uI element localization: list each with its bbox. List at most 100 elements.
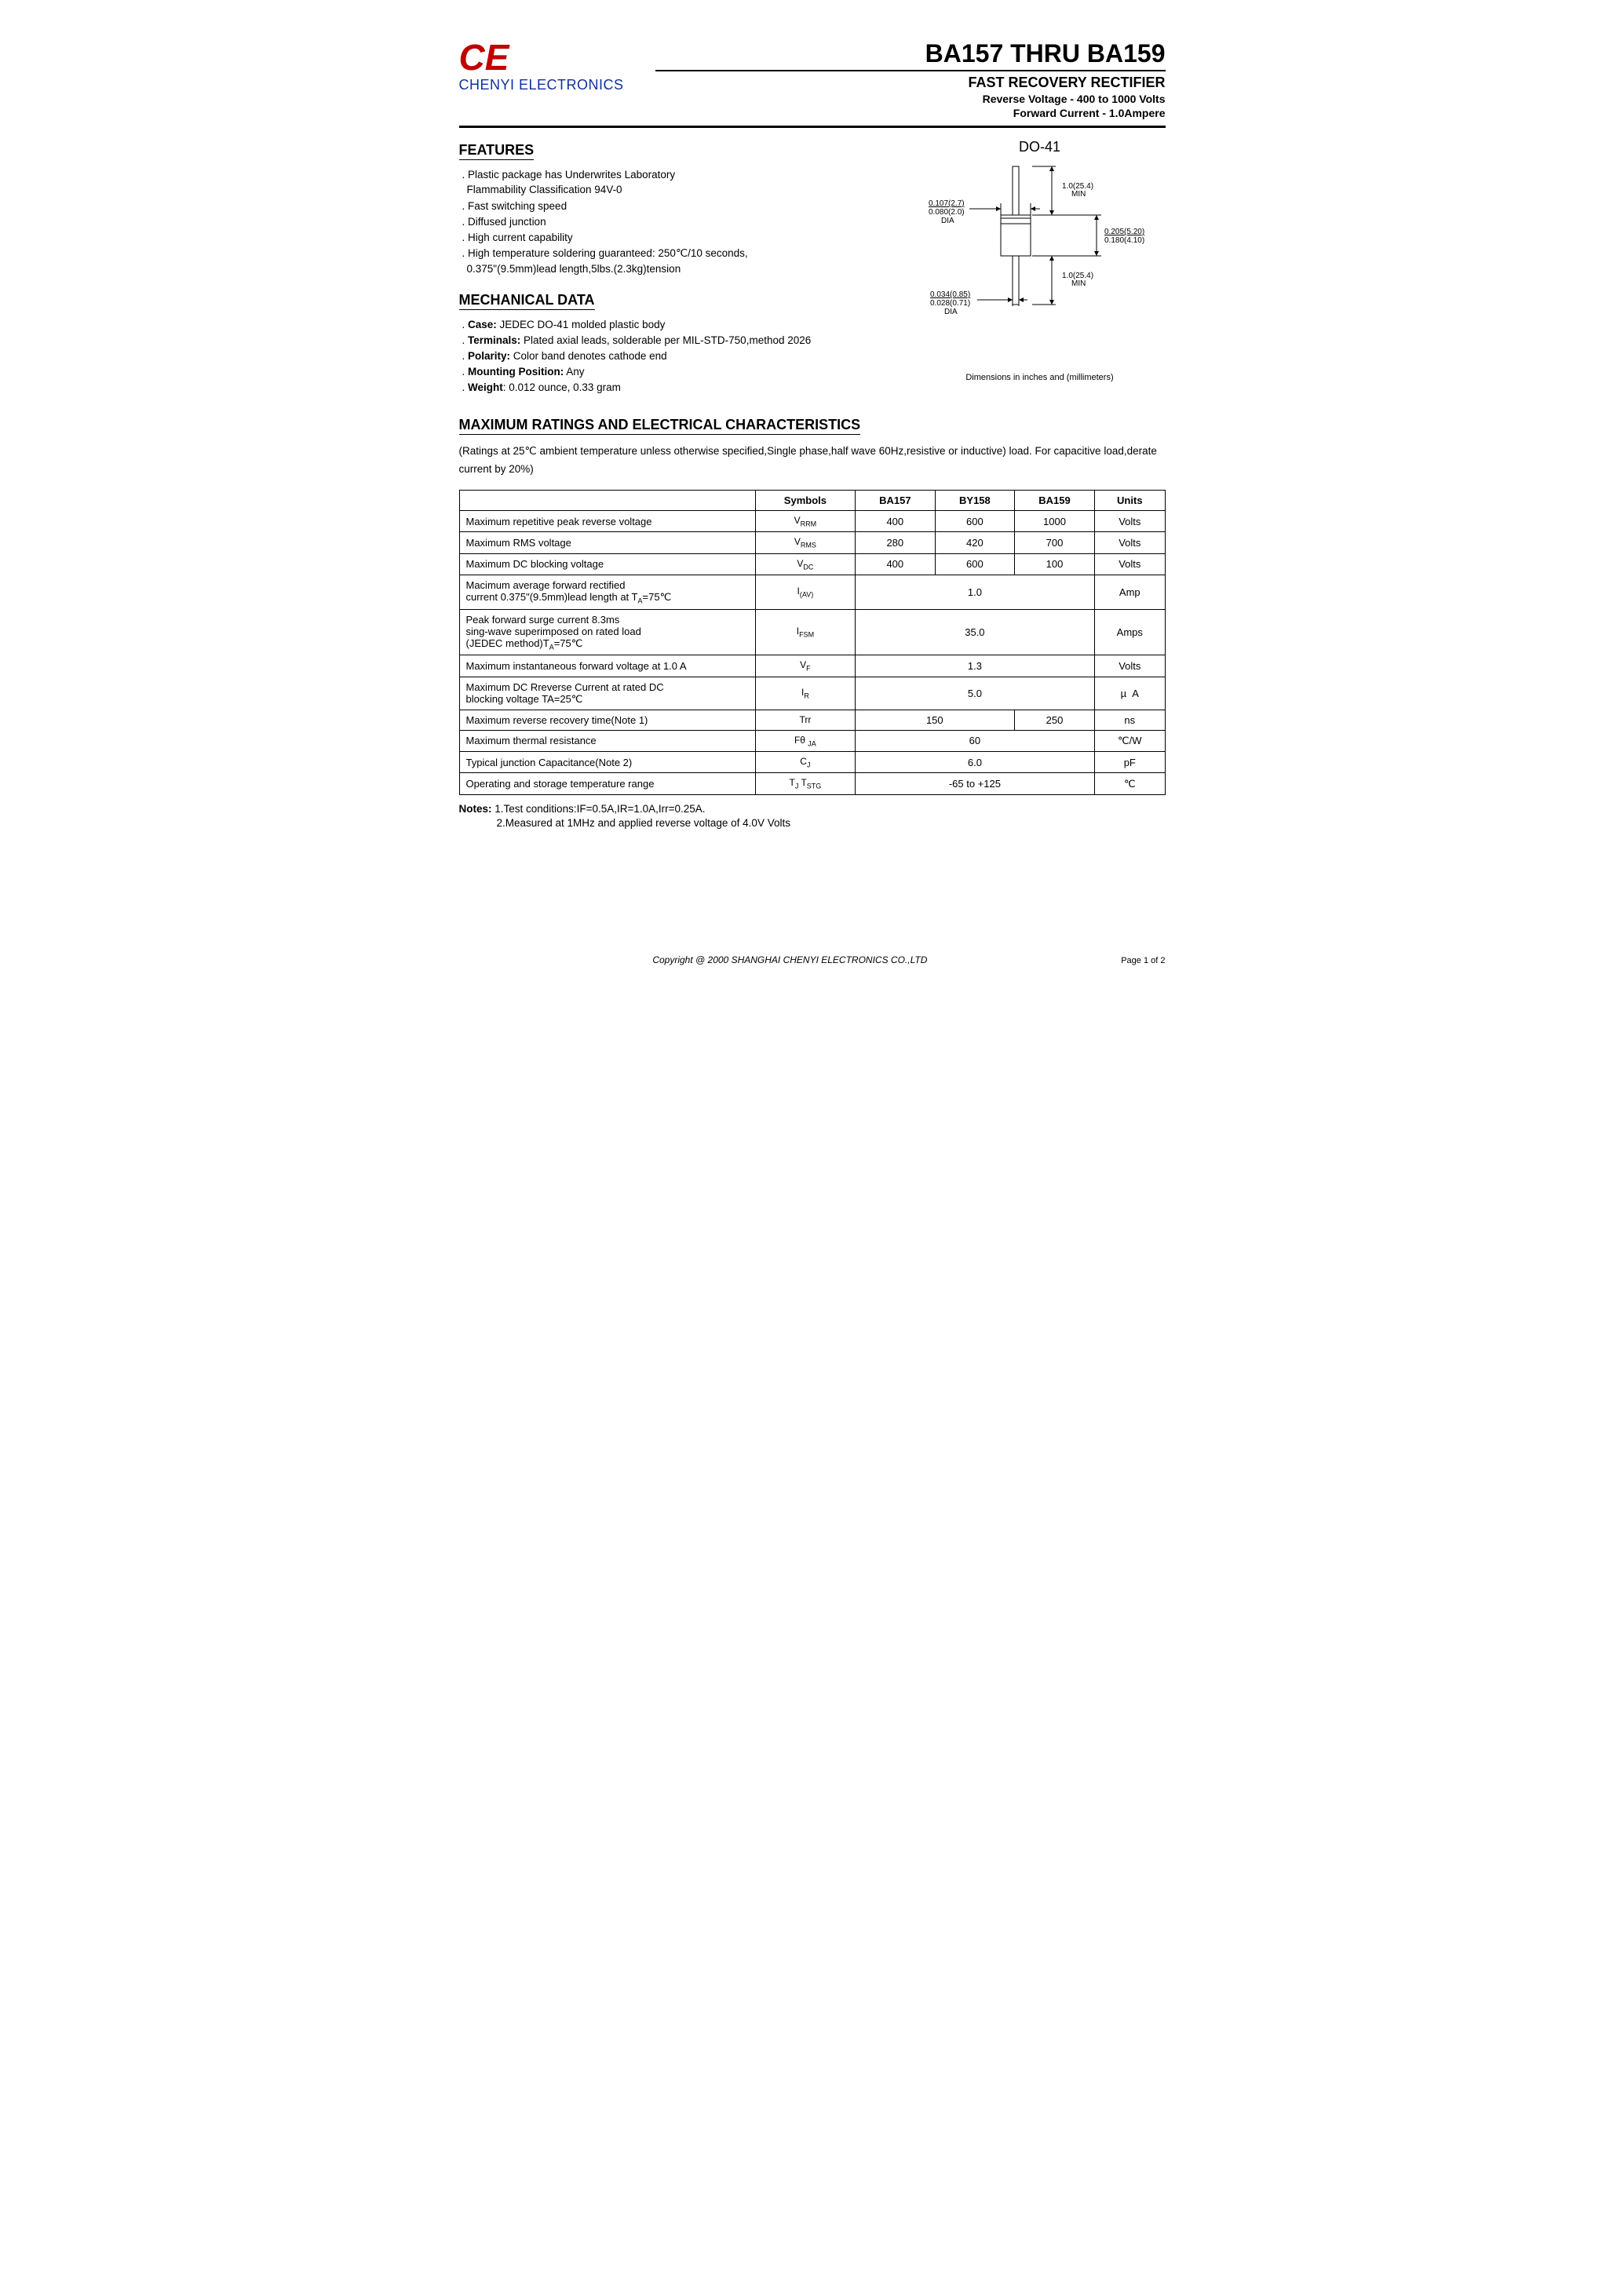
feature-item: High current capability — [462, 232, 899, 243]
symbol-cell: Fθ JA — [756, 730, 856, 751]
value-cell: 420 — [935, 532, 1014, 553]
feature-item: Diffused junction — [462, 216, 899, 228]
title-rule — [655, 70, 1166, 71]
unit-cell: Volts — [1095, 655, 1165, 677]
spec-voltage: Reverse Voltage - 400 to 1000 Volts — [655, 93, 1166, 105]
value-cell: 6.0 — [855, 752, 1094, 773]
table-header — [459, 490, 756, 510]
copyright: Copyright @ 2000 SHANGHAI CHENYI ELECTRO… — [459, 954, 1122, 965]
param-cell: Maximum instantaneous forward voltage at… — [459, 655, 756, 677]
dim-body-dia-bot: 0.080(2.0) — [929, 208, 965, 217]
main-title: BA157 THRU BA159 — [655, 39, 1166, 68]
logo-block: CE CHENYI ELECTRONICS — [459, 39, 624, 93]
table-header: Units — [1095, 490, 1165, 510]
table-row: Peak forward surge current 8.3mssing-wav… — [459, 609, 1165, 655]
symbol-cell: TJ TSTG — [756, 773, 856, 794]
table-row: Maximum instantaneous forward voltage at… — [459, 655, 1165, 677]
features-heading: FEATURES — [459, 142, 535, 160]
symbol-cell: IFSM — [756, 609, 856, 655]
table-row: Typical junction Capacitance(Note 2)CJ6.… — [459, 752, 1165, 773]
table-row: Maximum RMS voltageVRMS280420700Volts — [459, 532, 1165, 553]
ratings-heading: MAXIMUM RATINGS AND ELECTRICAL CHARACTER… — [459, 417, 861, 435]
table-row: Operating and storage temperature rangeT… — [459, 773, 1165, 794]
param-cell: Macimum average forward rectifiedcurrent… — [459, 575, 756, 610]
dim-body-len-bot: 0.180(4.10) — [1104, 236, 1144, 245]
symbol-cell: VDC — [756, 553, 856, 575]
svg-text:DIA: DIA — [944, 308, 958, 316]
features-list-2: Fast switching speed Diffused junction H… — [459, 200, 899, 260]
table-row: Maximum thermal resistanceFθ JA60℃/W — [459, 730, 1165, 751]
unit-cell: ℃ — [1095, 773, 1165, 794]
param-cell: Typical junction Capacitance(Note 2) — [459, 752, 756, 773]
param-cell: Operating and storage temperature range — [459, 773, 756, 794]
footer: Copyright @ 2000 SHANGHAI CHENYI ELECTRO… — [459, 954, 1166, 965]
feature-subline: Flammability Classification 94V-0 — [467, 184, 899, 195]
svg-text:DIA: DIA — [941, 217, 954, 225]
mechanical-heading: MECHANICAL DATA — [459, 292, 595, 310]
param-cell: Maximum thermal resistance — [459, 730, 756, 751]
value-cell: 1.0 — [855, 575, 1094, 610]
table-row: Maximum DC blocking voltageVDC400600100V… — [459, 553, 1165, 575]
package-diagram: DO-41 1.0(25.4) MIN — [914, 139, 1166, 404]
unit-cell: ns — [1095, 710, 1165, 730]
value-cell: 100 — [1014, 553, 1094, 575]
value-cell: 400 — [855, 553, 935, 575]
unit-cell: Volts — [1095, 532, 1165, 553]
value-cell: 600 — [935, 510, 1014, 531]
unit-cell: pF — [1095, 752, 1165, 773]
symbol-cell: IR — [756, 677, 856, 710]
title-block: BA157 THRU BA159 FAST RECOVERY RECTIFIER… — [655, 39, 1166, 119]
unit-cell: Amp — [1095, 575, 1165, 610]
dim-lead-dia-bot: 0.028(0.71) — [930, 299, 970, 308]
unit-cell: µ A — [1095, 677, 1165, 710]
value-cell: 600 — [935, 553, 1014, 575]
note-2: 2.Measured at 1MHz and applied reverse v… — [497, 817, 1166, 829]
feature-item: Fast switching speed — [462, 200, 899, 212]
notes-label: Notes: — [459, 803, 492, 815]
ratings-intro: (Ratings at 25℃ ambient temperature unle… — [459, 443, 1166, 479]
param-cell: Maximum DC Rreverse Current at rated DCb… — [459, 677, 756, 710]
value-cell: 60 — [855, 730, 1094, 751]
mechanical-list: Case: JEDEC DO-41 molded plastic bodyTer… — [459, 319, 899, 393]
page-number: Page 1 of 2 — [1121, 956, 1165, 965]
table-row: Maximum DC Rreverse Current at rated DCb… — [459, 677, 1165, 710]
value-cell: 250 — [1014, 710, 1094, 730]
mechanical-item: Polarity: Color band denotes cathode end — [462, 350, 899, 362]
feature-subline: 0.375"(9.5mm)lead length,5lbs.(2.3kg)ten… — [467, 263, 899, 275]
svg-text:MIN: MIN — [1071, 279, 1086, 288]
table-row: Maximum reverse recovery time(Note 1)Trr… — [459, 710, 1165, 730]
unit-cell: ℃/W — [1095, 730, 1165, 751]
feature-item: High temperature soldering guaranteed: 2… — [462, 247, 899, 260]
param-cell: Maximum repetitive peak reverse voltage — [459, 510, 756, 531]
dim-body-dia-top: 0.107(2.7) — [929, 199, 965, 208]
diagram-caption: Dimensions in inches and (millimeters) — [914, 373, 1166, 382]
table-row: Maximum repetitive peak reverse voltageV… — [459, 510, 1165, 531]
param-cell: Maximum reverse recovery time(Note 1) — [459, 710, 756, 730]
table-header: Symbols — [756, 490, 856, 510]
mechanical-item: Weight: 0.012 ounce, 0.33 gram — [462, 381, 899, 393]
header-rule — [459, 126, 1166, 128]
param-cell: Maximum RMS voltage — [459, 532, 756, 553]
symbol-cell: VRMS — [756, 532, 856, 553]
unit-cell: Volts — [1095, 553, 1165, 575]
symbol-cell: CJ — [756, 752, 856, 773]
mechanical-item: Mounting Position: Any — [462, 366, 899, 378]
company-name: CHENYI ELECTRONICS — [459, 77, 624, 93]
diagram-title: DO-41 — [914, 139, 1166, 155]
table-header: BY158 — [935, 490, 1014, 510]
value-cell: 700 — [1014, 532, 1094, 553]
mechanical-item: Terminals: Plated axial leads, solderabl… — [462, 334, 899, 346]
notes-block: Notes: 1.Test conditions:IF=0.5A,IR=1.0A… — [459, 803, 1166, 829]
svg-text:MIN: MIN — [1071, 190, 1086, 199]
symbol-cell: Trr — [756, 710, 856, 730]
param-cell: Maximum DC blocking voltage — [459, 553, 756, 575]
value-cell: 5.0 — [855, 677, 1094, 710]
table-row: Macimum average forward rectifiedcurrent… — [459, 575, 1165, 610]
features-list: Plastic package has Underwrites Laborato… — [459, 169, 899, 181]
symbol-cell: I(AV) — [756, 575, 856, 610]
note-1-text: 1.Test conditions:IF=0.5A,IR=1.0A,Irr=0.… — [492, 803, 706, 815]
value-cell: 35.0 — [855, 609, 1094, 655]
feature-item: Plastic package has Underwrites Laborato… — [462, 169, 899, 181]
header: CE CHENYI ELECTRONICS BA157 THRU BA159 F… — [459, 39, 1166, 119]
note-1: Notes: 1.Test conditions:IF=0.5A,IR=1.0A… — [497, 803, 1166, 815]
